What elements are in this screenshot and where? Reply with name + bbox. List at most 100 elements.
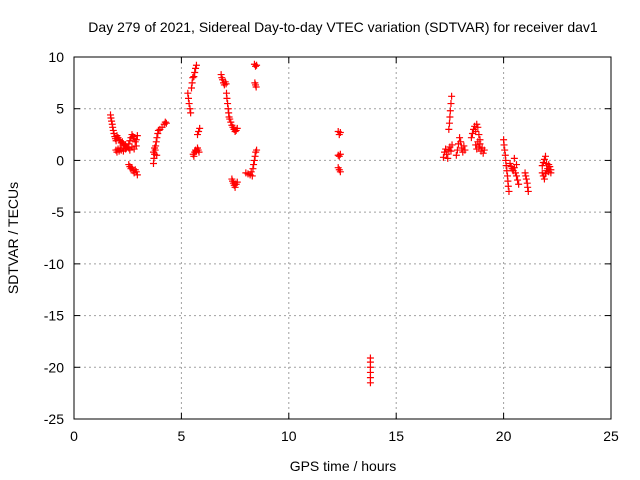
data-point [231, 183, 239, 191]
data-point [192, 64, 200, 72]
data-point [510, 154, 518, 162]
data-point [445, 125, 453, 133]
data-point [250, 156, 258, 164]
data-point [457, 138, 465, 146]
data-point [161, 118, 169, 126]
y-tick-label: -25 [44, 411, 64, 427]
data-point [162, 119, 170, 127]
data-point [220, 81, 228, 89]
data-point [226, 115, 234, 123]
y-axis-label: SDTVAR / TECUs [5, 182, 21, 294]
data-point [446, 107, 454, 115]
data-point [446, 113, 454, 121]
data-point [521, 169, 529, 177]
data-point [514, 176, 522, 184]
y-axis-tick-labels: -25 -20 -15 -10 -5 0 5 10 [44, 49, 64, 427]
data-point [184, 94, 192, 102]
data-point [227, 118, 235, 126]
data-point [186, 105, 194, 113]
data-point [251, 152, 259, 160]
data-point [336, 129, 344, 137]
data-point [185, 100, 193, 108]
data-point [453, 146, 461, 154]
data-point [253, 61, 261, 69]
data-point [502, 162, 510, 170]
data-point [506, 160, 514, 168]
y-tick-label: -20 [44, 359, 64, 375]
x-tick-label: 15 [388, 428, 404, 444]
x-tick-label: 5 [178, 428, 186, 444]
data-point [442, 145, 450, 153]
data-point [475, 131, 483, 139]
data-point [217, 71, 225, 79]
data-point [467, 134, 475, 142]
data-point [512, 172, 520, 180]
data-point [461, 146, 469, 154]
x-tick-label: 10 [281, 428, 297, 444]
data-point [512, 161, 520, 169]
data-point [474, 123, 482, 131]
data-point [190, 152, 198, 160]
data-point [109, 123, 117, 131]
data-point [250, 161, 258, 169]
data-point [126, 137, 134, 145]
data-point [522, 175, 530, 183]
data-point [476, 140, 484, 148]
data-point [460, 142, 468, 150]
data-point [192, 61, 200, 69]
data-point [122, 145, 130, 153]
data-point [191, 69, 199, 77]
data-point [522, 172, 530, 180]
data-point [505, 187, 513, 195]
data-point [336, 168, 344, 176]
y-tick-label: 10 [48, 49, 64, 65]
data-point [187, 109, 195, 117]
y-tick-label: 5 [56, 101, 64, 117]
data-point [107, 114, 115, 122]
data-point [195, 148, 203, 156]
data-point [473, 120, 481, 128]
data-point [443, 150, 451, 158]
data-point [538, 162, 546, 170]
data-point [132, 142, 140, 150]
data-point [480, 146, 488, 154]
data-point [439, 153, 447, 161]
data-point [540, 155, 548, 163]
data-point [538, 169, 546, 177]
data-point [153, 151, 161, 159]
data-point [194, 131, 202, 139]
data-point [475, 143, 483, 151]
data-point [189, 74, 197, 82]
data-point [541, 152, 549, 160]
data-point [479, 149, 487, 157]
x-axis-label: GPS time / hours [290, 458, 397, 474]
data-point [133, 132, 141, 140]
data-point [448, 141, 456, 149]
data-point [224, 100, 232, 108]
y-tick-label: -5 [52, 204, 65, 220]
data-point [547, 169, 555, 177]
data-point [452, 151, 460, 159]
data-point [252, 83, 260, 91]
data-point [154, 130, 162, 138]
data-point [133, 171, 141, 179]
data-point [151, 144, 159, 152]
data-point [504, 182, 512, 190]
data-point [444, 154, 452, 162]
data-point [247, 168, 255, 176]
x-axis-tick-labels: 0 5 10 15 20 25 [70, 428, 619, 444]
data-point [448, 92, 456, 100]
data-point [188, 79, 196, 87]
data-point [515, 180, 523, 188]
data-point [524, 183, 532, 191]
data-point [472, 127, 480, 135]
data-point [152, 138, 160, 146]
y-tick-label: -15 [44, 308, 64, 324]
data-point [447, 100, 455, 108]
y-tick-label: 0 [56, 152, 64, 168]
data-point [184, 89, 192, 97]
data-point [223, 94, 231, 102]
data-point [108, 117, 116, 125]
data-point [233, 178, 241, 186]
